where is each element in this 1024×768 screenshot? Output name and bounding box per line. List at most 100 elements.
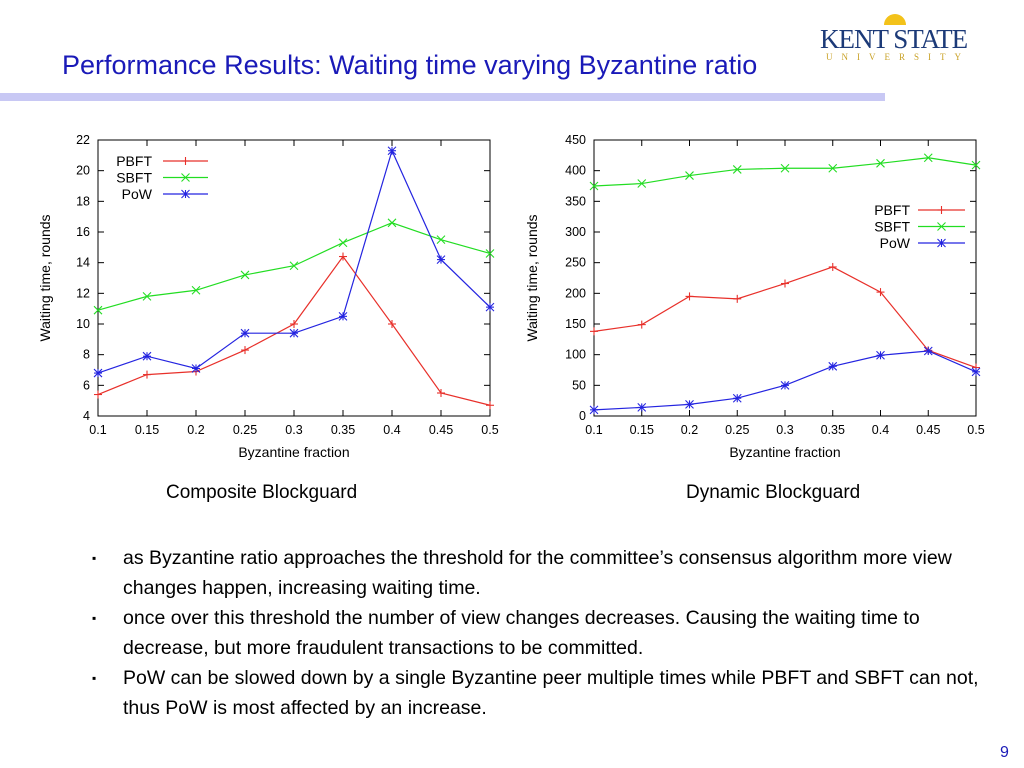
bullet-marker: ▪ xyxy=(92,551,97,565)
x-tick-label: 0.2 xyxy=(187,423,204,437)
slide-title: Performance Results: Waiting time varyin… xyxy=(62,50,758,80)
data-point-pow xyxy=(876,350,885,360)
legend-marker-pbft xyxy=(181,157,190,165)
y-tick-label: 22 xyxy=(76,133,90,147)
y-tick-label: 50 xyxy=(572,378,586,392)
caption-dynamic: Dynamic Blockguard xyxy=(686,482,861,503)
legend-marker-pbft xyxy=(937,206,946,214)
legend-marker-sbft xyxy=(181,173,190,182)
x-tick-label: 0.45 xyxy=(916,423,940,437)
legend-label-pow: PoW xyxy=(880,235,911,251)
x-tick-label: 0.5 xyxy=(967,423,984,437)
data-point-sbft xyxy=(387,218,397,228)
y-tick-label: 350 xyxy=(565,194,586,208)
data-point-sbft xyxy=(828,163,838,173)
x-tick-label: 0.45 xyxy=(429,423,453,437)
x-tick-label: 0.3 xyxy=(776,423,793,437)
data-point-pbft xyxy=(486,401,494,410)
y-tick-label: 200 xyxy=(565,286,586,300)
data-point-pow xyxy=(589,405,599,415)
series-line-pow xyxy=(593,350,977,411)
data-point-pow xyxy=(828,361,838,371)
data-point-pbft xyxy=(290,320,298,328)
data-point-pow xyxy=(93,368,103,378)
data-point-pbft xyxy=(590,327,598,336)
data-point-pow xyxy=(732,393,742,403)
data-point-sbft xyxy=(780,163,790,173)
x-tick-label: 0.5 xyxy=(481,423,498,437)
x-axis-label: Byzantine fraction xyxy=(729,444,840,460)
x-tick-label: 0.25 xyxy=(233,423,257,437)
plot-frame xyxy=(97,139,491,417)
legend-marker-pow xyxy=(181,189,190,199)
data-point-pow xyxy=(191,364,201,373)
y-tick-label: 10 xyxy=(76,317,90,331)
data-point-sbft xyxy=(589,181,599,191)
data-point-pow xyxy=(685,399,694,409)
legend-marker-pow xyxy=(937,238,946,248)
data-point-pbft xyxy=(781,279,789,288)
y-tick-label: 16 xyxy=(76,225,90,239)
x-tick-label: 0.4 xyxy=(383,423,400,437)
legend-marker-sbft xyxy=(937,222,946,231)
data-point-pbft xyxy=(241,346,249,355)
data-point-pbft xyxy=(637,320,646,329)
x-tick-label: 0.1 xyxy=(585,423,602,437)
data-point-sbft xyxy=(485,249,495,258)
y-tick-label: 0 xyxy=(579,409,586,423)
x-tick-label: 0.35 xyxy=(821,423,845,437)
bullet-marker: ▪ xyxy=(92,671,97,685)
y-axis-label: Waiting time, rounds xyxy=(524,214,540,341)
data-point-pbft xyxy=(94,390,102,399)
title-underline-bar xyxy=(0,93,885,101)
y-tick-label: 18 xyxy=(76,194,90,208)
y-tick-label: 20 xyxy=(76,164,90,178)
data-point-sbft xyxy=(289,261,299,271)
data-point-sbft xyxy=(191,285,201,295)
caption-composite: Composite Blockguard xyxy=(166,482,358,503)
x-tick-label: 0.1 xyxy=(89,423,106,437)
data-point-pow xyxy=(971,367,981,377)
data-point-sbft xyxy=(142,292,152,301)
y-tick-label: 400 xyxy=(565,164,586,178)
data-point-pow xyxy=(436,255,446,264)
data-point-sbft xyxy=(240,270,250,280)
x-tick-label: 0.3 xyxy=(285,423,302,437)
x-tick-label: 0.15 xyxy=(135,423,159,437)
data-point-pbft xyxy=(828,262,837,271)
data-point-pow xyxy=(338,311,348,321)
y-tick-label: 250 xyxy=(565,256,586,270)
y-tick-label: 100 xyxy=(565,348,586,362)
bullet-item: ▪ as Byzantine ratio approaches the thres… xyxy=(92,543,992,603)
bullet-marker: ▪ xyxy=(92,611,97,625)
x-axis-label: Byzantine fraction xyxy=(238,444,349,460)
x-tick-label: 0.4 xyxy=(872,423,889,437)
bullet-item: ▪ PoW can be slowed down by a single Byza… xyxy=(92,663,992,723)
data-point-sbft xyxy=(436,235,446,245)
page-number: 9 xyxy=(1000,744,1009,761)
data-point-pbft xyxy=(876,288,885,297)
data-point-pow xyxy=(923,346,933,356)
data-point-sbft xyxy=(685,171,694,180)
legend-label-sbft: SBFT xyxy=(874,219,910,235)
composite-blockguard-chart: 4 6 8 10 12 14 16 18 20 22 0.1 0.15 0.2 0.25 0.3 0.35 0.… xyxy=(37,133,499,460)
data-point-pow xyxy=(780,380,790,390)
legend-label-sbft: SBFT xyxy=(116,170,152,186)
data-point-sbft xyxy=(923,153,933,163)
x-tick-label: 0.25 xyxy=(725,423,749,437)
sun-icon xyxy=(884,14,906,25)
legend-label-pbft: PBFT xyxy=(116,153,152,169)
data-point-pow xyxy=(485,302,495,312)
data-point-sbft xyxy=(971,160,981,170)
x-tick-label: 0.15 xyxy=(630,423,654,437)
y-axis-label: Waiting time, rounds xyxy=(37,214,53,341)
data-point-pbft xyxy=(388,320,396,328)
data-point-pbft xyxy=(685,292,694,301)
kent-state-logo: KENT STATE UNIVERSITY xyxy=(818,14,968,64)
series-line-pow xyxy=(97,149,491,374)
data-point-sbft xyxy=(338,238,348,248)
data-point-pbft xyxy=(143,370,151,379)
data-point-pbft xyxy=(437,389,445,397)
y-tick-label: 8 xyxy=(83,348,90,362)
x-tick-label: 0.2 xyxy=(681,423,698,437)
